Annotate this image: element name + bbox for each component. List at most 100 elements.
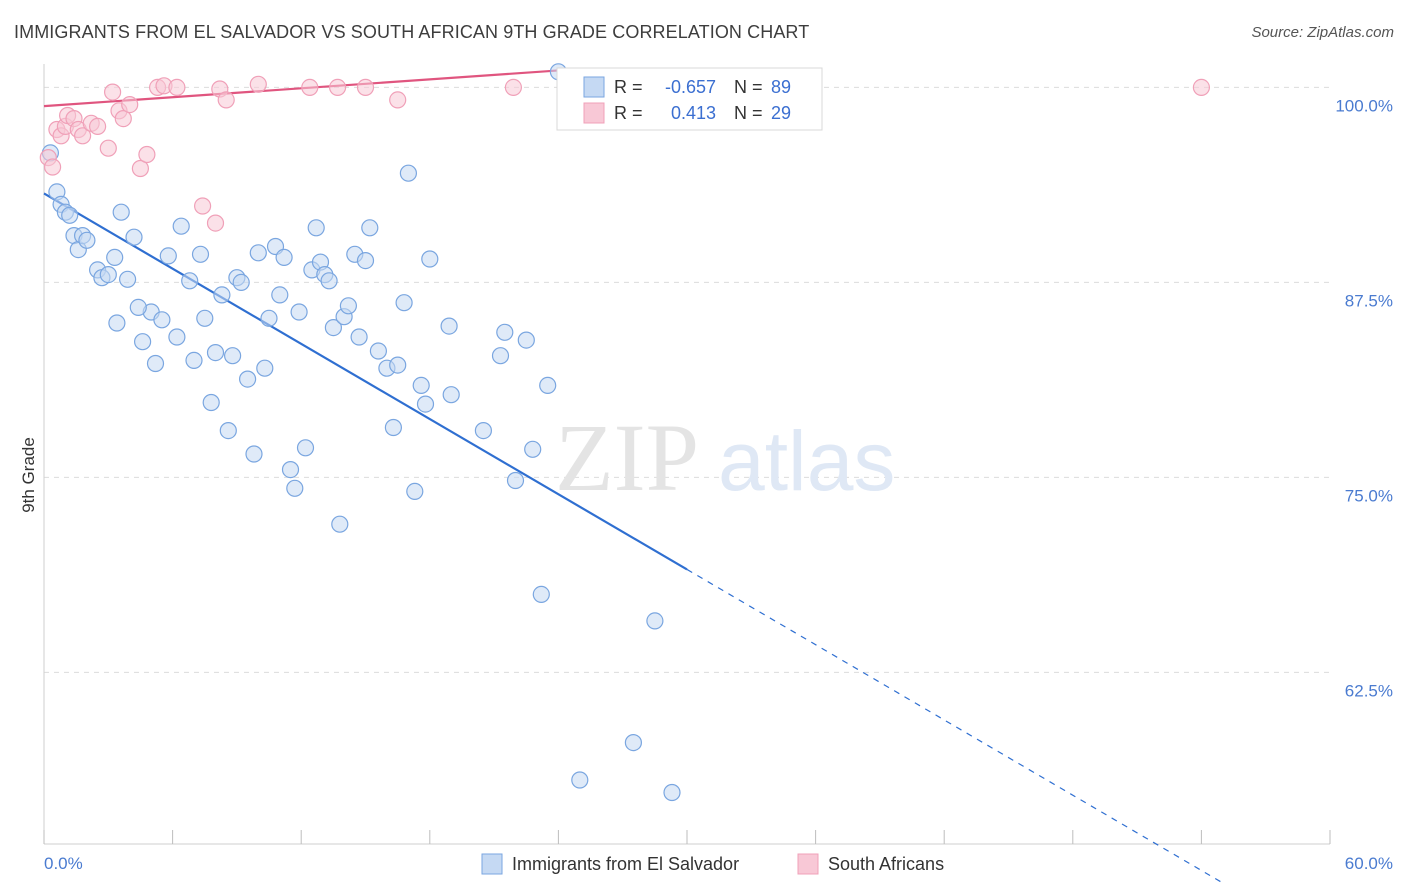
point-series0-75 [496, 323, 514, 341]
point-series1-25 [249, 75, 267, 93]
watermark-atlas: atlas [718, 414, 895, 508]
point-series0-82 [571, 771, 589, 789]
data-points [39, 63, 1211, 802]
point-series0-17 [134, 333, 152, 351]
point-series0-26 [185, 351, 203, 369]
legend-label-el-salvador: Immigrants from El Salvador [512, 854, 739, 874]
point-series0-72 [442, 386, 460, 404]
point-series1-27 [329, 78, 347, 97]
axes [43, 64, 1331, 845]
point-series0-68 [412, 376, 430, 394]
point-series0-43 [275, 248, 293, 266]
stats-swatch-south-africans [583, 102, 605, 124]
y-tick-label-0: 100.0% [1335, 96, 1393, 115]
chart-source: Source: ZipAtlas.com [1251, 24, 1394, 41]
x-tick-label-0: 0.0% [44, 854, 83, 873]
point-series0-84 [646, 612, 664, 630]
point-series0-24 [172, 217, 190, 235]
point-series0-69 [416, 395, 435, 413]
point-series0-78 [524, 440, 542, 458]
point-series0-66 [399, 164, 417, 182]
point-series0-22 [159, 247, 177, 265]
point-series0-49 [307, 219, 325, 237]
point-series1-30 [504, 78, 523, 97]
legend-label-south-africans: South Africans [828, 854, 944, 874]
grid-lines [44, 86, 1330, 673]
point-series1-10 [88, 117, 107, 136]
point-series0-40 [260, 309, 278, 327]
point-series0-67 [406, 482, 424, 500]
stats-n-label-1: N = [734, 77, 763, 97]
point-series1-32 [1192, 78, 1211, 97]
point-series0-65 [395, 294, 413, 312]
point-series0-32 [219, 422, 237, 440]
series-legend: Immigrants from El Salvador South Africa… [481, 853, 944, 875]
point-series1-29 [389, 91, 407, 109]
point-series0-38 [249, 244, 267, 262]
point-series0-47 [296, 439, 315, 457]
point-series0-61 [369, 342, 387, 360]
trend-line-series0 [43, 192, 688, 571]
point-series0-59 [356, 252, 375, 270]
legend-swatch-south-africans [797, 853, 819, 875]
y-tick-labels: 100.0% 87.5% 75.0% 62.5% [1335, 96, 1393, 700]
y-tick-label-2: 75.0% [1345, 486, 1393, 505]
point-series0-14 [118, 270, 137, 288]
y-tick-label-1: 87.5% [1345, 291, 1393, 310]
point-series0-70 [421, 250, 439, 268]
point-series0-23 [168, 328, 186, 346]
point-series0-31 [213, 286, 231, 304]
point-series0-29 [202, 393, 220, 412]
point-series0-53 [324, 319, 342, 337]
point-series0-71 [440, 317, 458, 335]
point-series0-60 [361, 219, 379, 237]
point-series0-28 [196, 309, 214, 327]
trend-line-extension-series0 [686, 568, 1224, 884]
point-series0-80 [539, 376, 557, 394]
point-series0-20 [146, 354, 165, 373]
stats-n-value-2: 29 [771, 103, 791, 123]
point-series1-14 [114, 109, 132, 128]
point-series0-30 [206, 344, 225, 362]
point-series0-46 [290, 303, 308, 321]
point-series1-26 [301, 78, 319, 97]
point-series0-36 [239, 370, 257, 388]
point-series1-1 [43, 158, 62, 176]
point-series0-64 [389, 356, 407, 374]
legend-swatch-el-salvador [481, 853, 503, 875]
point-series0-63 [384, 418, 402, 437]
chart-title: IMMIGRANTS FROM EL SALVADOR VS SOUTH AFR… [14, 22, 810, 42]
point-series0-19 [129, 298, 147, 316]
point-series1-11 [99, 139, 117, 157]
x-tick-labels: 0.0% 60.0% [44, 854, 1393, 873]
point-series0-45 [286, 479, 304, 497]
point-series0-74 [491, 347, 510, 365]
point-series0-8 [78, 231, 96, 249]
stats-r-value-1: -0.657 [665, 77, 716, 97]
point-series0-35 [232, 273, 250, 291]
point-series1-16 [131, 159, 149, 178]
watermark-zip: ZIP [555, 404, 699, 511]
point-series1-20 [168, 78, 186, 97]
y-axis-label: 9th Grade [19, 437, 38, 513]
point-series0-12 [106, 248, 124, 266]
stats-n-value-1: 89 [771, 77, 791, 97]
point-series1-24 [217, 91, 235, 109]
point-series0-54 [331, 515, 349, 533]
point-series0-42 [271, 286, 289, 304]
stats-r-label-1: R = [614, 77, 643, 97]
point-series0-85 [663, 783, 681, 802]
point-series0-37 [245, 445, 263, 463]
point-series1-15 [121, 95, 139, 114]
point-series1-28 [356, 78, 375, 97]
point-series1-21 [194, 197, 212, 215]
point-series1-8 [73, 127, 92, 145]
point-series0-25 [181, 272, 199, 290]
point-series0-15 [108, 314, 126, 332]
point-series0-16 [125, 228, 143, 246]
point-series0-4 [61, 206, 79, 224]
point-series0-33 [224, 347, 242, 365]
point-series0-58 [350, 328, 368, 346]
y-tick-label-3: 62.5% [1345, 681, 1393, 700]
